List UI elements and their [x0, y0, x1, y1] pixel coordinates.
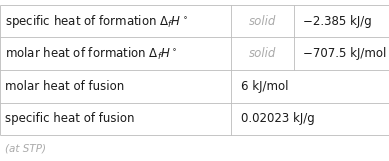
Text: solid: solid	[249, 15, 276, 28]
Text: specific heat of fusion: specific heat of fusion	[5, 112, 134, 125]
Text: 6 kJ/mol: 6 kJ/mol	[241, 80, 289, 93]
Text: specific heat of formation $\Delta_f H^\circ$: specific heat of formation $\Delta_f H^\…	[5, 13, 187, 30]
Text: −707.5 kJ/mol: −707.5 kJ/mol	[303, 47, 387, 60]
Text: 0.02023 kJ/g: 0.02023 kJ/g	[241, 112, 315, 125]
Text: solid: solid	[249, 47, 276, 60]
Text: −2.385 kJ/g: −2.385 kJ/g	[303, 15, 372, 28]
Text: molar heat of fusion: molar heat of fusion	[5, 80, 124, 93]
Text: molar heat of formation $\Delta_f H^\circ$: molar heat of formation $\Delta_f H^\cir…	[5, 46, 177, 62]
Text: (at STP): (at STP)	[5, 143, 46, 153]
